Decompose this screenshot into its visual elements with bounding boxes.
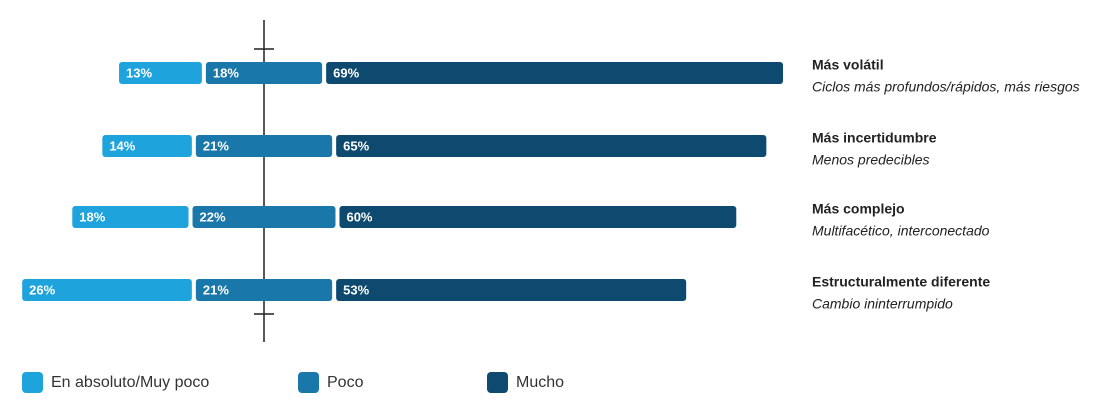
value-label: 21%: [203, 282, 229, 297]
value-label: 69%: [333, 65, 359, 80]
legend-swatch: [22, 372, 43, 393]
bar-segment: [102, 135, 192, 157]
bar-segment: [336, 279, 687, 301]
value-label: 60%: [346, 209, 372, 224]
category-subtitle: Cambio ininterrumpido: [812, 296, 953, 312]
bar-segment: [195, 279, 333, 301]
bar-segment: [22, 279, 192, 301]
bar-segment: [205, 62, 323, 84]
category-title: Más volátil: [812, 57, 884, 73]
value-label: 26%: [29, 282, 55, 297]
value-label: 18%: [213, 65, 239, 80]
legend-label: Mucho: [516, 374, 564, 391]
value-label: 53%: [343, 282, 369, 297]
category-title: Estructuralmente diferente: [812, 274, 990, 290]
bar-segment: [119, 62, 202, 84]
value-label: 13%: [126, 65, 152, 80]
bar-segment: [192, 206, 336, 228]
value-label: 21%: [203, 138, 229, 153]
legend-label: En absoluto/Muy poco: [51, 374, 209, 391]
legend-swatch: [298, 372, 319, 393]
value-label: 14%: [109, 138, 135, 153]
legend-swatch: [487, 372, 508, 393]
bar-segment: [326, 62, 784, 84]
category-subtitle: Multifacético, interconectado: [812, 223, 990, 239]
bar-segment: [72, 206, 189, 228]
value-label: 22%: [200, 209, 226, 224]
category-subtitle: Ciclos más profundos/rápidos, más riesgo…: [812, 79, 1080, 95]
category-title: Más complejo: [812, 201, 905, 217]
bar-segment: [339, 206, 737, 228]
category-title: Más incertidumbre: [812, 130, 937, 146]
bar-segment: [336, 135, 767, 157]
bar-segment: [195, 135, 333, 157]
legend-label: Poco: [327, 374, 364, 391]
value-label: 18%: [79, 209, 105, 224]
value-label: 65%: [343, 138, 369, 153]
category-subtitle: Menos predecibles: [812, 152, 930, 168]
